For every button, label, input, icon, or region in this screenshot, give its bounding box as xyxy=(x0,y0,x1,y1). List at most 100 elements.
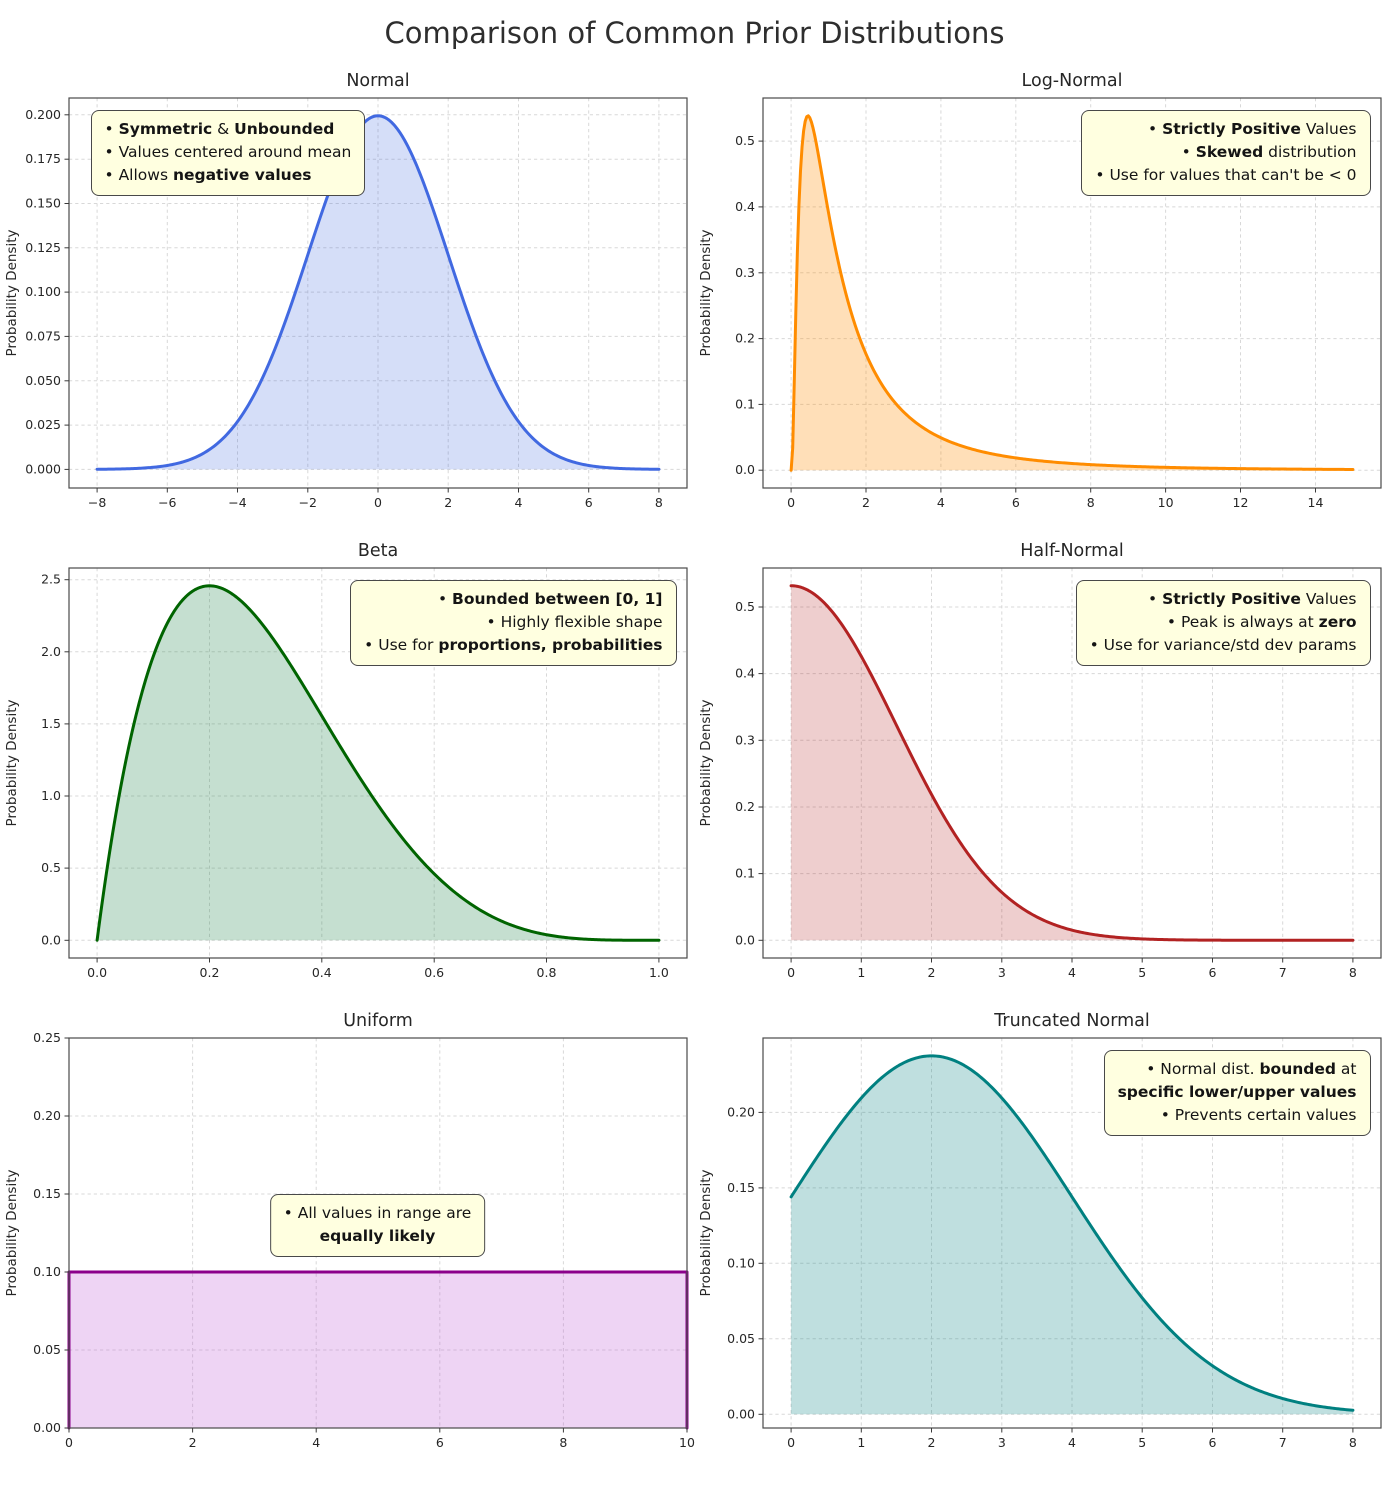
density-fill xyxy=(68,1272,687,1428)
y-tick-label: 0.4 xyxy=(735,199,755,214)
chart-title: Uniform xyxy=(343,1011,413,1031)
plot-beta: Beta Probability Density 0.0 0.2 0.4 0.6 0.8… xyxy=(4,541,688,980)
x-tick-label: 2 xyxy=(927,1435,935,1450)
chart-normal: Normal Probability Density −8 −6 −4 −2 0 2 4 6 8… xyxy=(1,64,695,516)
annotation-text-bold: zero xyxy=(1318,612,1357,631)
x-tick-label: 4 xyxy=(936,495,944,510)
y-tick-label: 0.5 xyxy=(41,860,61,875)
x-tick-label: 3 xyxy=(997,965,1005,980)
annotation-line: • Use for values that can't be < 0 xyxy=(1095,164,1356,187)
y-axis-label: Probability Density xyxy=(698,230,714,357)
chart-half-normal: Half-Normal Probability Density 0 1 2 3 4 5 6 7… xyxy=(695,534,1389,986)
x-tick-label: 0 xyxy=(787,1435,795,1450)
y-tick-label: 0.075 xyxy=(25,328,61,343)
x-tick-label: 8 xyxy=(1348,965,1356,980)
x-tick-label: 8 xyxy=(654,495,662,510)
x-tick-label: 7 xyxy=(1278,1435,1286,1450)
y-tick-label: 0.5 xyxy=(735,133,755,148)
y-tick-label: 0.1 xyxy=(735,866,755,881)
chart-log-normal: Log-Normal Probability Density 0 2 4 6 8 10 12… xyxy=(695,64,1389,516)
x-tick-label: 6 xyxy=(1208,1435,1216,1450)
annotation-line: • Strictly Positive Values xyxy=(1090,588,1357,611)
x-tick-label: 4 xyxy=(514,495,522,510)
figure: Comparison of Common Prior Distributions… xyxy=(0,16,1389,1466)
y-tick-label: 2.5 xyxy=(41,572,61,587)
x-tick-label: 12 xyxy=(1232,495,1248,510)
y-tick-label: 0.100 xyxy=(25,284,61,299)
y-tick-label: 0.3 xyxy=(735,732,755,747)
y-tick-label: 0.050 xyxy=(25,373,61,388)
annotation-box: • Symmetric & Unbounded • Values centered… xyxy=(90,110,366,196)
annotation-line: • Values centered around mean xyxy=(105,141,352,164)
annotation-text: • Peak is always at xyxy=(1166,612,1319,631)
y-tick-label: 0.15 xyxy=(33,1186,61,1201)
figure-title: Comparison of Common Prior Distributions xyxy=(384,16,1005,50)
chart-title: Log-Normal xyxy=(1021,71,1122,91)
plot-normal: Normal Probability Density −8 −6 −4 −2 0 2 4 6 8… xyxy=(4,71,688,510)
y-tick-label: 0.20 xyxy=(727,1104,755,1119)
y-axis-label: Probability Density xyxy=(4,1170,20,1297)
x-tick-label: −6 xyxy=(158,495,176,510)
annotation-text: • xyxy=(104,120,119,138)
x-tick-label: 4 xyxy=(312,1435,320,1450)
y-tick-label: 0.10 xyxy=(33,1264,61,1279)
x-tick-label: 7 xyxy=(1278,965,1286,980)
y-tick-label: 0.0 xyxy=(41,932,61,947)
plot-layer: −8 −6 −4 −2 0 2 4 6 8 0.000 0.025 0.050 0.075 0.100 0.… xyxy=(25,97,688,510)
x-tick-label: 8 xyxy=(1348,1435,1356,1450)
annotation-text: • Use for values that can't be < 0 xyxy=(1095,165,1357,184)
plot-border xyxy=(761,97,1382,489)
annotation-text-bold: specific lower/upper values xyxy=(1117,1082,1357,1101)
annotation-line: • Allows negative values xyxy=(105,164,352,187)
x-tick-label: 0.4 xyxy=(311,965,331,980)
y-axis-label: Probability Density xyxy=(698,1170,714,1297)
x-tick-label: 10 xyxy=(1157,495,1173,510)
annotation-text: distribution xyxy=(1263,142,1357,161)
chart-title: Half-Normal xyxy=(1020,541,1124,561)
plot-border xyxy=(67,567,688,959)
y-tick-label: 0.0 xyxy=(735,462,755,477)
annotation-line: • Normal dist. bounded at xyxy=(1118,1058,1357,1081)
annotation-text: • Use for xyxy=(364,635,439,654)
y-tick-label: 0.175 xyxy=(25,151,61,166)
x-tick-label: 5 xyxy=(1138,965,1146,980)
annotation-text: • xyxy=(1148,590,1163,608)
annotation-text-bold: Strictly Positive xyxy=(1162,590,1301,608)
x-tick-label: 2 xyxy=(927,965,935,980)
annotation-box: • Bounded between [0, 1] • Highly flexibl… xyxy=(350,580,677,666)
chart-beta: Beta Probability Density 0.0 0.2 0.4 0.6 0.8… xyxy=(1,534,695,986)
y-tick-label: 0.15 xyxy=(727,1180,755,1195)
x-tick-label: 2 xyxy=(444,495,452,510)
annotation-line: equally likely xyxy=(284,1225,472,1248)
chart-uniform: Uniform Probability Density 0 2 4 6 8 10 0.00 0… xyxy=(1,1004,695,1456)
x-tick-label: 2 xyxy=(188,1435,196,1450)
annotation-text-bold: Symmetric xyxy=(118,120,213,138)
y-axis-label: Probability Density xyxy=(698,700,714,827)
y-tick-label: 0.025 xyxy=(25,417,61,432)
annotation-text: • Highly flexible shape xyxy=(486,612,663,631)
density-fill xyxy=(96,115,659,470)
annotation-text: • All values in range are xyxy=(283,1204,472,1222)
y-tick-label: 0.00 xyxy=(727,1406,755,1421)
x-tick-label: −8 xyxy=(87,495,105,510)
plot-layer: 0 1 2 3 4 5 6 7 8 0.0 0.1 0.2 0.3 0.4 0.5 xyxy=(735,567,1382,980)
y-tick-label: 0.150 xyxy=(25,196,61,211)
plot-half-normal: Half-Normal Probability Density 0 1 2 3 4 5 6 7… xyxy=(698,541,1382,980)
annotation-text: Values xyxy=(1300,590,1357,608)
y-tick-label: 0.3 xyxy=(735,265,755,280)
annotation-line: • All values in range are xyxy=(284,1202,472,1225)
annotation-text: at xyxy=(1335,1060,1357,1078)
chart-title: Truncated Normal xyxy=(993,1011,1149,1031)
annotation-box: • All values in range are equally likely xyxy=(269,1194,486,1257)
x-tick-label: 4 xyxy=(1068,965,1076,980)
annotation-text: • Use for variance/std dev params xyxy=(1089,635,1357,654)
density-curve xyxy=(789,584,1354,942)
y-axis-label: Probability Density xyxy=(4,700,20,827)
x-tick-label: 4 xyxy=(1068,1435,1076,1450)
charts-grid: Normal Probability Density −8 −6 −4 −2 0 2 4 6 8… xyxy=(0,64,1389,1456)
y-tick-label: 2.0 xyxy=(41,644,61,659)
x-tick-label: 1 xyxy=(857,1435,865,1450)
annotation-line: • Highly flexible shape xyxy=(364,611,663,634)
annotation-box: • Normal dist. bounded at specific lower/… xyxy=(1103,1050,1371,1136)
annotation-text: • Normal dist. xyxy=(1146,1060,1260,1078)
